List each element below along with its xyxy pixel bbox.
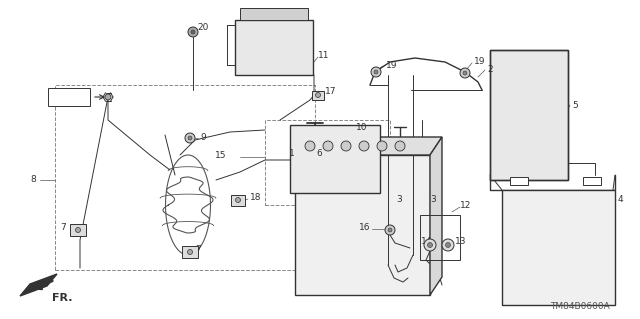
Text: E-6: E-6 bbox=[60, 92, 77, 102]
Text: 19: 19 bbox=[474, 57, 486, 66]
Text: 1: 1 bbox=[289, 149, 295, 158]
Circle shape bbox=[188, 249, 193, 255]
Text: 3: 3 bbox=[396, 196, 402, 204]
Circle shape bbox=[236, 197, 241, 203]
Circle shape bbox=[323, 141, 333, 151]
Bar bbox=[290, 125, 380, 193]
Circle shape bbox=[316, 93, 321, 98]
Text: 11: 11 bbox=[318, 50, 330, 60]
Text: 15: 15 bbox=[215, 151, 227, 160]
Text: 3: 3 bbox=[430, 196, 436, 204]
Text: FR.: FR. bbox=[52, 293, 72, 303]
Circle shape bbox=[445, 242, 451, 248]
Polygon shape bbox=[182, 246, 198, 258]
Circle shape bbox=[442, 239, 454, 251]
Circle shape bbox=[191, 30, 195, 34]
Circle shape bbox=[428, 242, 433, 248]
Circle shape bbox=[377, 141, 387, 151]
Text: TM84B0600A: TM84B0600A bbox=[550, 302, 610, 311]
Polygon shape bbox=[430, 137, 442, 295]
Text: 7: 7 bbox=[60, 222, 66, 232]
Polygon shape bbox=[295, 137, 442, 155]
Bar bbox=[235, 20, 313, 75]
Circle shape bbox=[188, 136, 192, 140]
Text: 16: 16 bbox=[358, 224, 370, 233]
Circle shape bbox=[76, 227, 81, 233]
Circle shape bbox=[105, 94, 111, 100]
Polygon shape bbox=[312, 91, 324, 100]
Polygon shape bbox=[70, 224, 86, 236]
Bar bbox=[502, 190, 615, 305]
Circle shape bbox=[424, 239, 436, 251]
Text: 18: 18 bbox=[250, 194, 262, 203]
Text: 9: 9 bbox=[200, 132, 205, 142]
Polygon shape bbox=[20, 274, 57, 296]
Circle shape bbox=[341, 141, 351, 151]
Circle shape bbox=[385, 225, 395, 235]
Bar bbox=[295, 155, 430, 295]
Bar bbox=[55, 85, 315, 270]
Text: 20: 20 bbox=[197, 24, 209, 33]
Bar bbox=[265, 120, 390, 205]
Circle shape bbox=[388, 228, 392, 232]
Bar bbox=[420, 215, 460, 260]
Circle shape bbox=[188, 27, 198, 37]
Bar bbox=[490, 50, 568, 180]
Circle shape bbox=[185, 133, 195, 143]
Circle shape bbox=[359, 141, 369, 151]
Bar bbox=[583, 177, 601, 185]
Text: 8: 8 bbox=[30, 175, 36, 184]
Text: 7: 7 bbox=[195, 246, 201, 255]
Text: 4: 4 bbox=[618, 196, 623, 204]
Circle shape bbox=[305, 141, 315, 151]
Circle shape bbox=[463, 71, 467, 75]
Polygon shape bbox=[231, 195, 245, 205]
Circle shape bbox=[395, 141, 405, 151]
Text: 17: 17 bbox=[325, 87, 337, 97]
Bar bbox=[490, 50, 568, 180]
Circle shape bbox=[374, 70, 378, 74]
Text: 14: 14 bbox=[420, 238, 432, 247]
Bar bbox=[510, 177, 528, 185]
Text: 13: 13 bbox=[455, 238, 467, 247]
Text: 10: 10 bbox=[356, 123, 367, 132]
Bar bbox=[48, 88, 90, 106]
Text: 19: 19 bbox=[386, 61, 397, 70]
Text: 6: 6 bbox=[316, 149, 322, 158]
Text: 12: 12 bbox=[460, 201, 472, 210]
Text: 5: 5 bbox=[572, 100, 578, 109]
Circle shape bbox=[460, 68, 470, 78]
Bar bbox=[240, 8, 308, 20]
Circle shape bbox=[371, 67, 381, 77]
Text: 2: 2 bbox=[487, 65, 493, 75]
